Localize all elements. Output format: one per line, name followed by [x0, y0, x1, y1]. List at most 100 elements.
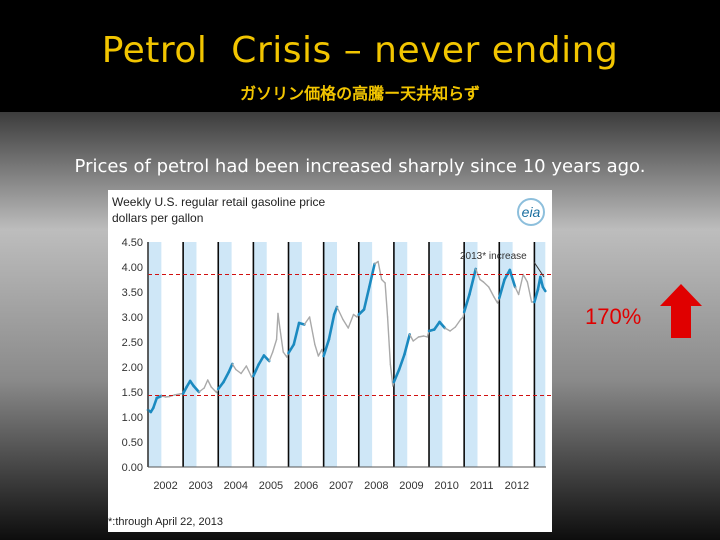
price-line-segment	[508, 268, 517, 289]
gasoline-price-chart: 0.00 0.50 1.00 1.50 2.00 2.50 3.00 3.50 4.00 4.50…	[108, 190, 552, 532]
price-line-segment	[231, 363, 237, 371]
x-tick-label: 2005	[259, 480, 283, 492]
price-line-segment	[222, 370, 231, 384]
price-line-segment	[151, 396, 159, 410]
price-line-segment	[192, 384, 201, 394]
y-tick-label: 1.50	[122, 387, 143, 399]
price-line-segment	[397, 353, 406, 371]
highlight-band	[499, 242, 513, 467]
highlight-band	[218, 242, 232, 467]
highlight-band	[464, 242, 478, 467]
y-tick-label: 0.00	[122, 462, 143, 474]
chart-canvas: 0.00 0.50 1.00 1.50 2.00 2.50 3.00 3.50 4.00 4.50…	[108, 195, 552, 528]
y-tick-label: 1.00	[122, 412, 143, 424]
price-line-segment	[368, 262, 376, 289]
price-line-segment	[268, 351, 274, 362]
highlight-band	[288, 242, 302, 467]
y-tick-label: 4.00	[122, 262, 143, 274]
price-line-segment	[432, 320, 441, 331]
price-line-segment	[207, 379, 212, 388]
increase-percent-label: 170%	[585, 304, 642, 329]
highlight-band	[393, 242, 408, 467]
price-line-segment	[482, 281, 490, 288]
price-line-segment	[216, 380, 225, 391]
price-line-segment	[245, 365, 253, 378]
y-tick-label: 3.00	[122, 312, 143, 324]
highlight-band	[148, 242, 162, 467]
price-line-segment	[417, 335, 425, 338]
price-line-segment	[539, 275, 545, 289]
x-tick-label: 2011	[470, 480, 494, 492]
price-line-segment	[389, 363, 394, 387]
price-line-segment	[287, 343, 296, 355]
highlight-band	[323, 242, 337, 467]
highlight-band	[358, 242, 373, 467]
price-line-segment	[479, 278, 485, 283]
y-tick-label: 2.00	[122, 362, 143, 374]
price-line-segment	[279, 328, 284, 353]
price-line-segment	[235, 368, 242, 375]
price-line-segment	[533, 288, 540, 304]
price-line-segment	[272, 338, 278, 353]
price-line-segment	[449, 326, 457, 332]
price-line-segment	[314, 343, 320, 357]
x-tick-label: 2002	[153, 480, 177, 492]
y-tick-label: 2.50	[122, 337, 143, 349]
price-line-segment	[332, 305, 339, 316]
price-line-segment	[203, 379, 209, 389]
price-line-segment	[380, 278, 386, 284]
price-line-segment	[438, 320, 447, 330]
y-tick-label: 0.50	[122, 437, 143, 449]
price-line-segment	[409, 333, 414, 342]
price-line-segment	[377, 260, 383, 281]
price-line-segment	[497, 278, 506, 300]
price-line-segment	[303, 316, 311, 326]
chart-ylabel: dollars per gallon	[112, 211, 203, 225]
price-line-segment	[362, 285, 371, 311]
price-line-segment	[522, 273, 529, 283]
price-line-segment	[336, 306, 344, 321]
price-line-segment	[517, 273, 524, 296]
price-line-segment	[342, 318, 349, 329]
chart-footnote: *:through April 22, 2013	[108, 516, 223, 528]
x-tick-label: 2007	[329, 480, 353, 492]
price-line-segment	[277, 312, 281, 331]
price-line-segment	[275, 312, 279, 341]
annotation-label: 2013* increase	[460, 251, 527, 262]
price-line-segment	[514, 286, 520, 296]
price-line-segment	[292, 321, 301, 346]
price-line-segment	[541, 285, 547, 293]
price-line-segment	[257, 354, 266, 366]
price-line-segment	[317, 348, 323, 357]
price-line-segment	[297, 321, 306, 326]
x-tick-label: 2010	[434, 480, 458, 492]
x-tick-label: 2008	[364, 480, 388, 492]
x-tick-label: 2009	[399, 480, 423, 492]
price-line-segment	[347, 313, 355, 329]
eia-logo-icon	[517, 198, 545, 226]
header-bar: Petrol Crisis – never ending ガソリン価格の高騰ー天…	[0, 0, 720, 112]
price-line-segment	[155, 394, 163, 400]
x-tick-label: 2003	[188, 480, 212, 492]
price-line-segment	[386, 316, 392, 366]
highlight-band	[253, 242, 267, 467]
x-tick-label: 2012	[505, 480, 529, 492]
price-line-segment	[392, 368, 401, 384]
slide-title: Petrol Crisis – never ending	[101, 30, 619, 71]
up-arrow-shape	[660, 284, 702, 338]
price-line-segment	[173, 393, 181, 396]
price-line-segment	[252, 363, 260, 378]
x-tick-label: 2004	[224, 480, 248, 492]
slide-caption: Prices of petrol had been increased shar…	[74, 156, 646, 177]
up-arrow-icon	[660, 284, 702, 338]
annotation-pointer	[533, 261, 545, 278]
price-line-segment	[412, 336, 420, 342]
price-line-segment	[160, 395, 167, 398]
price-line-segment	[488, 286, 495, 298]
price-line-segment	[322, 338, 331, 358]
eia-logo-text: eia	[522, 204, 541, 220]
highlight-band	[183, 242, 197, 467]
highlight-band	[429, 242, 443, 467]
y-tick-label: 4.50	[122, 237, 143, 249]
price-line-segment	[352, 313, 358, 318]
